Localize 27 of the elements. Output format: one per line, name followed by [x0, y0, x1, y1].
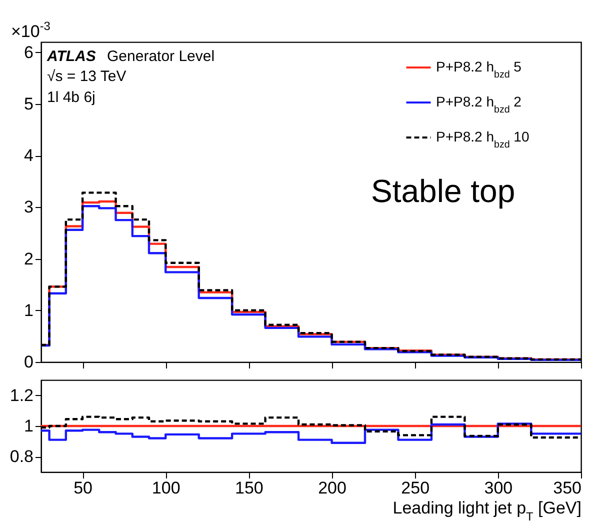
legend-label: P+P8.2 h$_{bzd}$ 5	[436, 58, 522, 80]
y-tick-label: 3	[24, 198, 34, 217]
annotation: Generator Level	[107, 48, 215, 65]
x-axis-title: Leading light jet p$_{T}$ [GeV]	[392, 498, 582, 523]
annotation: √s = 13 TeV	[47, 68, 126, 85]
x-tick-label: 200	[318, 478, 346, 498]
y-tick-label: 5	[24, 94, 34, 114]
text: ×10$^{-3}$	[11, 19, 51, 41]
x-tick-label: 150	[235, 478, 264, 498]
y-tick-label: 4	[24, 146, 34, 166]
x-tick-label: 250	[401, 478, 430, 498]
y-tick-label: 1.2	[10, 386, 34, 405]
y-tick-label: 0	[24, 352, 34, 372]
y-tick-label: 1	[24, 300, 34, 320]
legend-label: P+P8.2 h$_{bzd}$ 10	[436, 128, 530, 150]
annotation: Stable top	[371, 173, 516, 209]
x-tick-label: 50	[74, 478, 92, 498]
y-tick-label: 6	[24, 42, 34, 62]
x-tick-label: 300	[484, 478, 513, 498]
annotation: 1l 4b 6j	[47, 89, 96, 106]
y-tick-label: 0.8	[10, 447, 34, 466]
x-tick-label: 350	[553, 478, 582, 498]
legend-label: P+P8.2 h$_{bzd}$ 2	[436, 94, 522, 115]
annotation: ATLAS	[46, 48, 96, 65]
y-tick-label: 1	[24, 416, 34, 436]
x-tick-label: 100	[152, 478, 180, 498]
y-tick-label: 2	[24, 249, 34, 268]
